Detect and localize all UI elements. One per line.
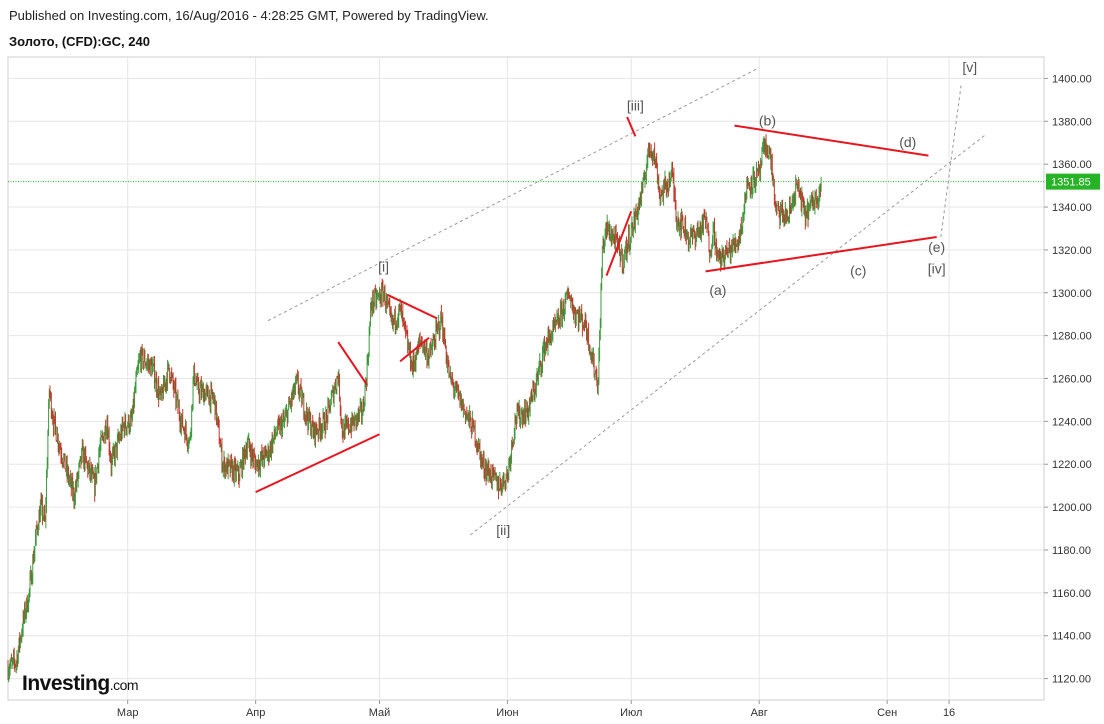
- y-tick-label: 1240.00: [1052, 416, 1092, 428]
- y-tick-label: 1200.00: [1052, 502, 1092, 514]
- x-tick-label: 16: [943, 707, 955, 719]
- wave-trend-line: [387, 294, 438, 320]
- y-tick-label: 1160.00: [1052, 588, 1091, 600]
- x-tick-label: Авг: [751, 707, 768, 719]
- wave-trend-line: [705, 236, 937, 273]
- x-tick-label: Апр: [246, 707, 265, 719]
- channel-line: [940, 82, 962, 238]
- wave-label: (a): [709, 282, 726, 298]
- published-caption: Published on Investing.com, 16/Aug/2016 …: [9, 8, 489, 23]
- current-price-tag: [1046, 173, 1100, 190]
- x-tick-label: Мар: [117, 707, 139, 719]
- symbol-title: Золото, (CFD):GC, 240: [9, 34, 150, 49]
- x-tick-label: Июн: [496, 707, 518, 719]
- y-tick-label: 1400.00: [1052, 73, 1092, 85]
- wave-trend-line: [626, 116, 637, 137]
- investing-logo: Investing.com: [22, 672, 139, 696]
- y-tick-label: 1280.00: [1052, 331, 1092, 343]
- y-tick-label: 1360.00: [1052, 159, 1092, 171]
- wave-label: (d): [899, 134, 916, 150]
- wave-trend-line: [734, 124, 929, 157]
- y-tick-label: 1260.00: [1052, 374, 1092, 386]
- current-price-label: 1351.85: [1051, 177, 1091, 189]
- wave-label: [iii]: [627, 98, 644, 114]
- y-tick-label: 1320.00: [1052, 245, 1092, 257]
- wave-label: [iv]: [928, 260, 946, 276]
- wave-trend-line: [255, 433, 380, 494]
- y-tick-label: 1140.00: [1052, 631, 1091, 643]
- channel-line: [267, 67, 760, 322]
- channel-line: [469, 133, 987, 536]
- y-tick-label: 1380.00: [1052, 116, 1092, 128]
- y-tick-label: 1220.00: [1052, 459, 1092, 471]
- wave-label: (b): [759, 113, 776, 129]
- y-tick-label: 1300.00: [1052, 288, 1092, 300]
- wave-trend-line: [605, 210, 633, 276]
- x-tick-label: Сен: [877, 707, 897, 719]
- wave-label: (e): [928, 239, 945, 255]
- logo-suffix: .com: [109, 677, 139, 693]
- candlestick-series: [7, 134, 822, 683]
- wave-trend-line: [337, 341, 368, 386]
- x-tick-label: Июл: [620, 707, 642, 719]
- wave-trend-line: [399, 337, 430, 363]
- wave-label: [ii]: [496, 522, 510, 538]
- wave-label: [i]: [378, 258, 389, 274]
- y-tick-label: 1340.00: [1052, 202, 1092, 214]
- y-tick-label: 1120.00: [1052, 674, 1091, 686]
- wave-label: [v]: [962, 59, 977, 75]
- x-tick-label: Май: [369, 707, 391, 719]
- y-tick-label: 1180.00: [1052, 545, 1091, 557]
- wave-label: (c): [850, 263, 866, 279]
- logo-brand: Investing: [22, 672, 110, 695]
